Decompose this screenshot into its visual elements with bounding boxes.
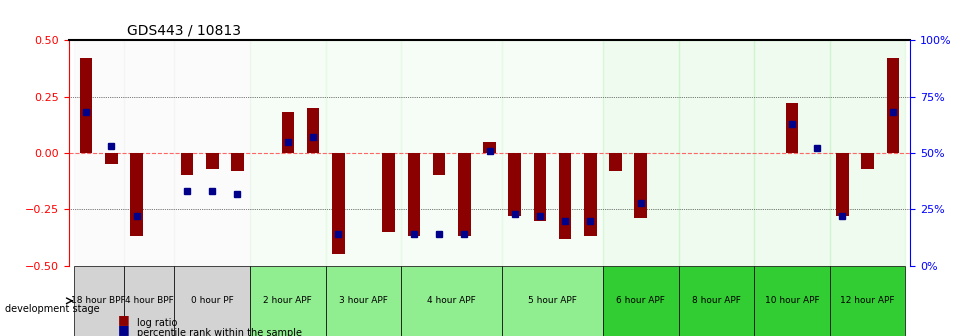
Bar [181,153,193,175]
Bar [785,103,797,153]
FancyBboxPatch shape [829,265,905,336]
Bar [753,40,829,265]
FancyBboxPatch shape [73,265,124,336]
Bar [829,40,905,265]
Bar [602,40,678,265]
Text: 2 hour APF: 2 hour APF [263,296,312,305]
Bar [401,40,502,265]
FancyBboxPatch shape [401,265,502,336]
Bar [558,153,571,239]
FancyBboxPatch shape [678,265,753,336]
FancyBboxPatch shape [249,265,326,336]
Bar [678,40,753,265]
Text: percentile rank within the sample: percentile rank within the sample [137,328,302,336]
Bar [382,153,394,232]
Bar [282,113,293,153]
Text: 4 hour APF: 4 hour APF [426,296,475,305]
Text: 5 hour APF: 5 hour APF [527,296,576,305]
Text: log ratio: log ratio [137,318,177,328]
Bar [407,153,420,236]
Bar [584,153,596,236]
Bar [533,153,546,220]
Bar [432,153,445,175]
FancyBboxPatch shape [174,265,249,336]
FancyBboxPatch shape [602,265,678,336]
Text: 4 hour BPF: 4 hour BPF [124,296,173,305]
Text: 0 hour PF: 0 hour PF [191,296,234,305]
Text: 12 hour APF: 12 hour APF [839,296,894,305]
Bar [508,153,520,216]
Bar [835,153,848,216]
Text: ■: ■ [117,323,129,336]
Bar [105,153,117,164]
Bar [124,40,174,265]
Bar [130,153,143,236]
Bar [608,153,621,171]
Text: 6 hour APF: 6 hour APF [616,296,664,305]
Bar [306,108,319,153]
Text: GDS443 / 10813: GDS443 / 10813 [127,24,242,38]
Bar [483,142,495,153]
Text: 3 hour APF: 3 hour APF [338,296,387,305]
FancyBboxPatch shape [753,265,829,336]
Bar [502,40,602,265]
FancyBboxPatch shape [502,265,602,336]
Text: 8 hour APF: 8 hour APF [691,296,740,305]
Text: 10 hour APF: 10 hour APF [764,296,819,305]
Bar [174,40,249,265]
Bar [326,40,401,265]
Bar [80,58,92,153]
Text: ■: ■ [117,312,129,326]
FancyBboxPatch shape [326,265,401,336]
Bar [231,153,244,171]
Text: development stage: development stage [5,304,100,314]
Bar [205,153,218,169]
Bar [634,153,646,218]
Bar [332,153,344,254]
Bar [73,40,124,265]
Bar [249,40,326,265]
Bar [458,153,470,236]
Text: 18 hour BPF: 18 hour BPF [71,296,126,305]
FancyBboxPatch shape [124,265,174,336]
Bar [861,153,873,169]
Bar [886,58,898,153]
